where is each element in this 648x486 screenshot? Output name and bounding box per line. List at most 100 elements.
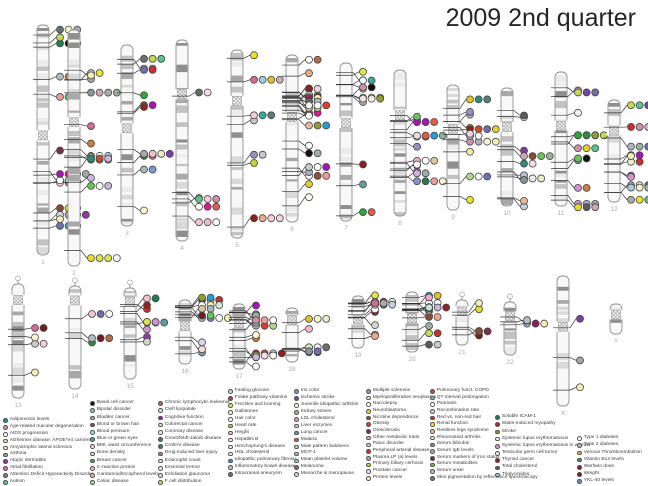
band (12, 363, 24, 367)
trait-marker-dot (95, 182, 104, 190)
trait-marker-dot (537, 174, 546, 183)
marker-leader-line (245, 305, 253, 313)
trait-marker-dot (252, 331, 260, 339)
trait-marker-dot (267, 75, 276, 84)
chromosome-label-13: 13 (14, 402, 22, 409)
marker-leader-line (133, 155, 141, 163)
trait-marker-dot (87, 174, 95, 182)
band (555, 195, 567, 200)
band (231, 132, 243, 138)
marker-leader-line (513, 197, 521, 202)
trait-marker-dot (644, 195, 648, 204)
marker-leader-line (364, 303, 372, 312)
marker-leader-line (298, 183, 306, 192)
trait-marker-dot (305, 111, 313, 120)
marker-leader-line (468, 302, 476, 313)
trait-marker-dot (475, 299, 483, 308)
chromosome-outline (339, 62, 353, 222)
trait-marker-dot (165, 149, 174, 158)
band (176, 139, 188, 143)
chromosome-12: 12 (604, 99, 648, 213)
marker-leader-line (567, 160, 575, 169)
marker-leader-line (80, 69, 88, 76)
marker-leader-line (243, 120, 251, 125)
trait-markers (443, 95, 500, 204)
centromere-hatch (558, 321, 568, 332)
chromosome-body (68, 30, 80, 266)
band (124, 355, 136, 362)
trait-markers (497, 110, 554, 211)
band (557, 361, 569, 369)
trait-marker-dot (81, 210, 90, 219)
centromere-hatch (38, 130, 48, 141)
chromosome-label-7: 7 (344, 225, 348, 232)
trait-marker-dot (359, 67, 367, 76)
marker-leader-line (418, 295, 426, 298)
band (352, 299, 364, 305)
trait-marker-dot (483, 95, 492, 104)
band (555, 184, 567, 189)
marker-leader-line (567, 195, 575, 205)
trait-marker-dot (635, 123, 644, 131)
trait-marker-dot (413, 177, 421, 186)
trait-marker-dot (430, 131, 439, 140)
chromosome-15: 15 (120, 279, 169, 390)
trait-marker-dot (466, 129, 474, 138)
band (68, 131, 80, 137)
marker-leader-line (136, 336, 144, 341)
marker-leader-line (191, 299, 199, 308)
trait-marker-dot (591, 144, 600, 153)
trait-marker-dot (275, 214, 284, 223)
band (121, 218, 133, 222)
band (37, 46, 49, 50)
marker-leader-line (298, 91, 306, 99)
trait-marker-dot (212, 218, 221, 227)
marker-leader-line (567, 199, 575, 208)
trait-marker-dot (528, 159, 537, 168)
band (286, 157, 298, 162)
marker-leader-line (298, 112, 306, 117)
trait-marker-dot (223, 314, 232, 322)
marker-leader-line (459, 99, 467, 109)
band (340, 174, 352, 180)
trait-markers (553, 314, 584, 392)
trait-marker-dot (313, 347, 322, 356)
trait-markers (175, 293, 232, 357)
trait-marker-dot (576, 383, 584, 392)
marker-leader-line (243, 54, 251, 59)
marker-leader-line (620, 154, 628, 160)
band (176, 201, 188, 207)
band (286, 179, 298, 182)
band (231, 186, 243, 190)
centromere-hatch (609, 125, 619, 136)
trait-marker-dot (31, 333, 39, 342)
chromosome-label-5: 5 (235, 242, 239, 249)
chromosome-label-20: 20 (408, 356, 416, 363)
marker-leader-line (80, 78, 88, 81)
band (456, 317, 468, 323)
band (233, 313, 245, 318)
band (69, 370, 81, 379)
marker-leader-line (459, 127, 467, 137)
band (231, 110, 243, 115)
centromere-hatch (69, 117, 79, 127)
trait-marker-dot (433, 291, 442, 300)
trait-marker-dot (87, 122, 95, 130)
band (176, 173, 188, 180)
marker-leader-line (352, 71, 360, 76)
marker-leader-line (418, 309, 426, 316)
trait-marker-dot (157, 54, 166, 63)
band (124, 291, 136, 294)
band (231, 75, 243, 82)
marker-leader-line (133, 149, 141, 155)
marker-leader-line (352, 95, 360, 99)
trait-marker-dot (483, 327, 492, 336)
band (37, 160, 49, 165)
marker-leader-line (418, 307, 426, 311)
band (69, 331, 81, 339)
band (352, 329, 364, 333)
band (69, 327, 81, 331)
trait-marker-dot (491, 125, 500, 134)
marker-leader-line (468, 331, 476, 336)
band (447, 145, 459, 150)
